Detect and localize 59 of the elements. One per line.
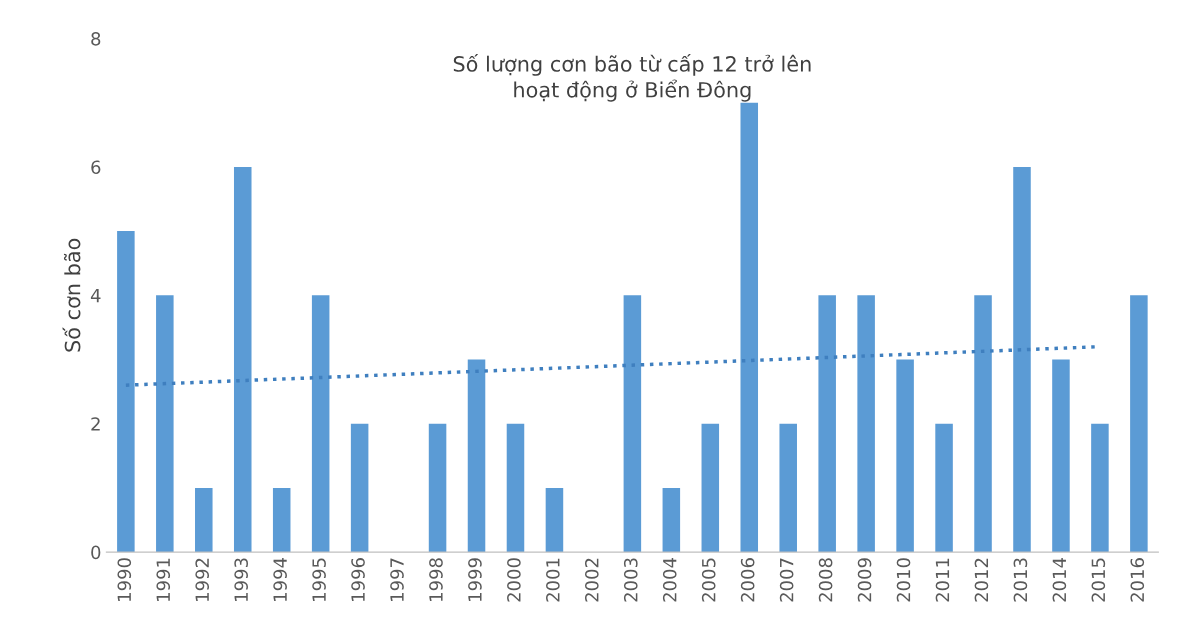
y-tick-label: 8 bbox=[91, 31, 101, 46]
bar bbox=[701, 423, 720, 553]
y-tick-label: 6 bbox=[91, 160, 101, 175]
bar bbox=[740, 102, 759, 553]
bar bbox=[233, 166, 252, 553]
bar bbox=[779, 423, 797, 553]
bar bbox=[662, 487, 681, 553]
x-tick-label: 1998 bbox=[429, 558, 443, 601]
bar bbox=[1091, 423, 1109, 553]
x-tick-label: 2012 bbox=[974, 558, 989, 602]
text: Số lượng cơn bão từ cấp 12 trở lên hoạt động ở Biển Đông bbox=[453, 53, 811, 102]
x-tick-label: 2001 bbox=[546, 558, 560, 602]
bar bbox=[935, 423, 953, 553]
bar bbox=[272, 487, 291, 553]
x-tick-label: 1995 bbox=[312, 558, 326, 601]
bar bbox=[506, 423, 525, 553]
bar bbox=[623, 295, 642, 553]
y-tick-label: 4 bbox=[90, 289, 101, 303]
x-tick-label: 2009 bbox=[857, 558, 872, 602]
x-tick-label: 2013 bbox=[1013, 558, 1028, 602]
bar bbox=[156, 295, 174, 553]
x-tick-label: 1992 bbox=[195, 558, 210, 601]
x-tick-label: 2007 bbox=[779, 558, 794, 602]
x-tick-label: 2011 bbox=[935, 558, 950, 602]
x-tick-label: 2014 bbox=[1052, 557, 1067, 602]
bar bbox=[818, 295, 836, 553]
bar bbox=[1130, 295, 1148, 553]
x-tick-label: 2002 bbox=[584, 558, 599, 602]
y-axis-title: Số cơn bão bbox=[62, 238, 81, 352]
y-tick-label: 2 bbox=[91, 417, 100, 431]
x-tick-label: 2005 bbox=[701, 558, 716, 602]
bar bbox=[117, 231, 135, 553]
bar bbox=[1013, 166, 1031, 553]
y-tick-label: 0 bbox=[91, 545, 101, 560]
x-tick-label: 2003 bbox=[623, 558, 638, 602]
x-tick-label: 2008 bbox=[818, 558, 833, 602]
x-tick-label: 1993 bbox=[234, 558, 248, 601]
bar bbox=[350, 423, 369, 553]
x-tick-label: 2015 bbox=[1091, 558, 1106, 602]
x-tick-label: 2010 bbox=[896, 558, 911, 602]
x-tick-label: 2004 bbox=[662, 557, 677, 602]
x-tick-label: 2016 bbox=[1130, 558, 1145, 602]
x-tick-label: 1997 bbox=[390, 558, 404, 601]
bar bbox=[311, 295, 330, 553]
bar bbox=[857, 295, 875, 553]
bar bbox=[1052, 359, 1070, 553]
x-tick-label: 2006 bbox=[740, 558, 755, 602]
x-tick-label: 2000 bbox=[507, 558, 521, 602]
bar bbox=[467, 359, 486, 553]
x-tick-label: 1991 bbox=[156, 558, 171, 601]
bar bbox=[195, 487, 213, 553]
bar bbox=[974, 295, 992, 553]
bar bbox=[428, 423, 447, 553]
x-tick-label: 1990 bbox=[117, 558, 132, 601]
x-tick-label: 1999 bbox=[468, 558, 482, 601]
x-tick-label: 1996 bbox=[351, 558, 365, 601]
bar bbox=[545, 487, 564, 553]
x-tick-label: 1994 bbox=[273, 557, 287, 601]
bar bbox=[896, 359, 914, 553]
